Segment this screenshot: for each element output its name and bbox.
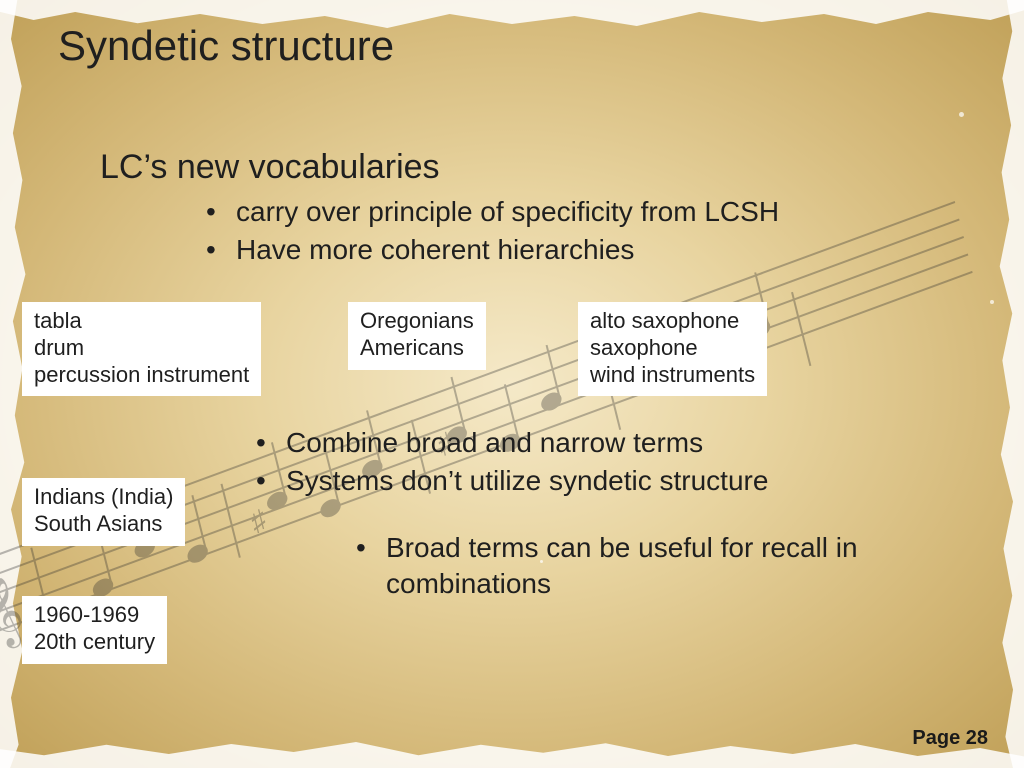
bullet-item: Systems don’t utilize syndetic structure xyxy=(250,463,964,499)
box-line: wind instruments xyxy=(590,362,755,389)
slide-title: Syndetic structure xyxy=(58,22,394,70)
bullet-list-mid: Combine broad and narrow terms Systems d… xyxy=(250,425,964,501)
box-line: South Asians xyxy=(34,511,173,538)
example-box-saxophone: alto saxophone saxophone wind instrument… xyxy=(578,302,767,396)
box-line: drum xyxy=(34,335,249,362)
example-box-instruments: tabla drum percussion instrument xyxy=(22,302,261,396)
box-line: tabla xyxy=(34,308,249,335)
bullet-item: Broad terms can be useful for recall in … xyxy=(350,530,974,602)
box-line: Oregonians xyxy=(360,308,474,335)
example-box-indians: Indians (India) South Asians xyxy=(22,478,185,546)
page-number: Page 28 xyxy=(912,727,988,750)
slide: Syndetic structure LC’s new vocabularies… xyxy=(0,0,1024,768)
bullet-item: carry over principle of specificity from… xyxy=(200,194,944,230)
slide-subtitle: LC’s new vocabularies xyxy=(100,148,440,187)
bullet-list-low: Broad terms can be useful for recall in … xyxy=(350,530,974,604)
box-line: alto saxophone xyxy=(590,308,755,335)
bullet-item: Have more coherent hierarchies xyxy=(200,232,944,268)
box-line: 1960-1969 xyxy=(34,602,155,629)
bullet-list-top: carry over principle of specificity from… xyxy=(200,194,944,270)
box-line: Indians (India) xyxy=(34,484,173,511)
example-box-oregonians: Oregonians Americans xyxy=(348,302,486,370)
box-line: 20th century xyxy=(34,629,155,656)
bullet-item: Combine broad and narrow terms xyxy=(250,425,964,461)
box-line: percussion instrument xyxy=(34,362,249,389)
box-line: Americans xyxy=(360,335,474,362)
example-box-dates: 1960-1969 20th century xyxy=(22,596,167,664)
box-line: saxophone xyxy=(590,335,755,362)
